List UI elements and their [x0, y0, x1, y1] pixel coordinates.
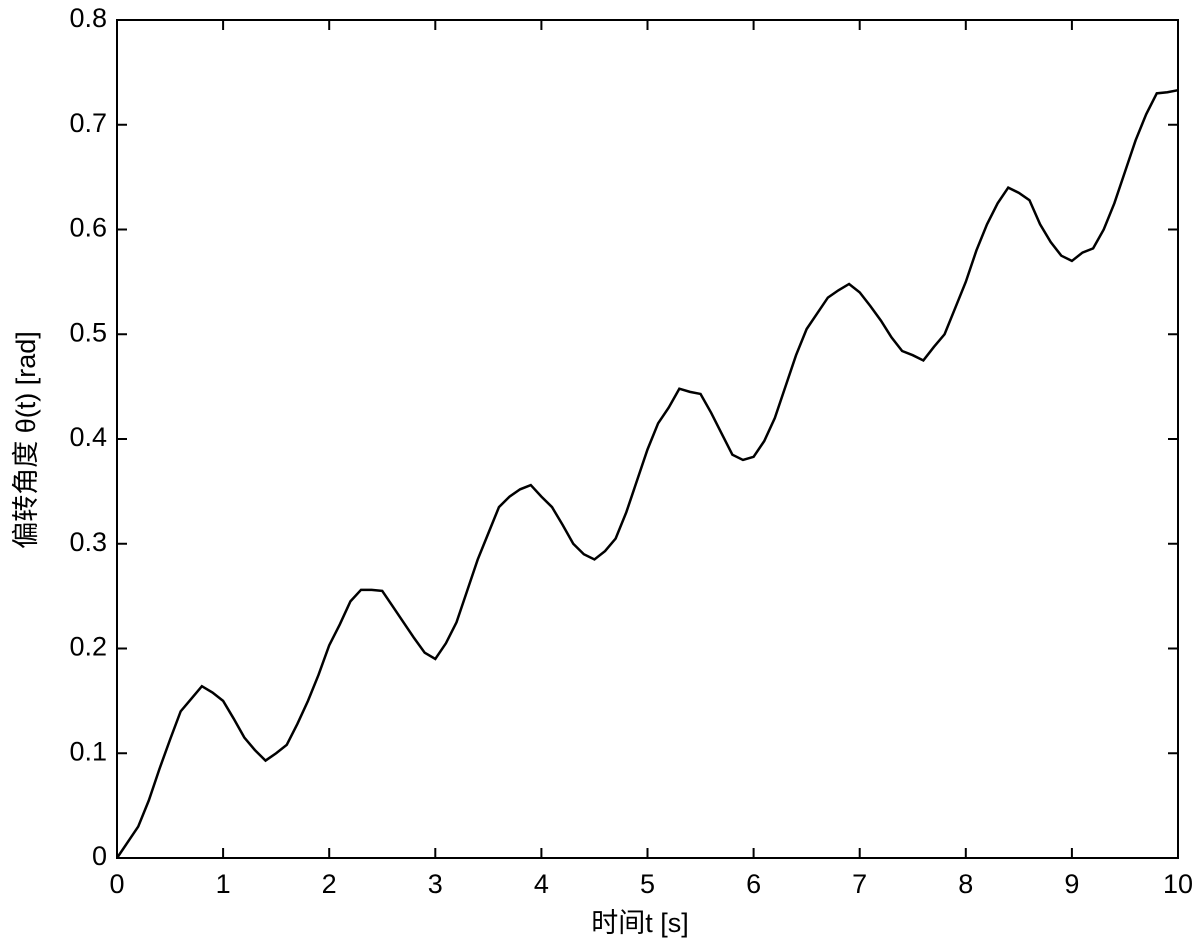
x-tick-label: 5: [640, 869, 655, 899]
x-tick-label: 4: [534, 869, 549, 899]
x-tick-label: 6: [746, 869, 761, 899]
y-tick-label: 0.8: [69, 3, 107, 33]
y-tick-label: 0.1: [69, 736, 107, 766]
y-tick-label: 0: [92, 841, 107, 871]
x-tick-label: 7: [852, 869, 867, 899]
y-tick-label: 0.7: [69, 108, 107, 138]
x-tick-label: 3: [428, 869, 443, 899]
y-tick-label: 0.2: [69, 632, 107, 662]
x-tick-label: 10: [1163, 869, 1193, 899]
y-tick-label: 0.4: [69, 422, 107, 452]
x-tick-label: 8: [958, 869, 973, 899]
plot-frame: [116, 19, 1179, 859]
y-tick-label: 0.3: [69, 527, 107, 557]
x-tick-label: 9: [1064, 869, 1079, 899]
data-line: [115, 88, 1179, 859]
x-tick-label: 2: [322, 869, 337, 899]
y-tick-label: 0.5: [69, 317, 107, 347]
y-axis-label: 偏转角度 θ(t) [rad]: [11, 331, 41, 549]
x-axis-label: 时间t [s]: [591, 908, 689, 938]
x-tick-label: 0: [109, 869, 124, 899]
y-tick-label: 0.6: [69, 213, 107, 243]
x-tick-label: 1: [216, 869, 231, 899]
